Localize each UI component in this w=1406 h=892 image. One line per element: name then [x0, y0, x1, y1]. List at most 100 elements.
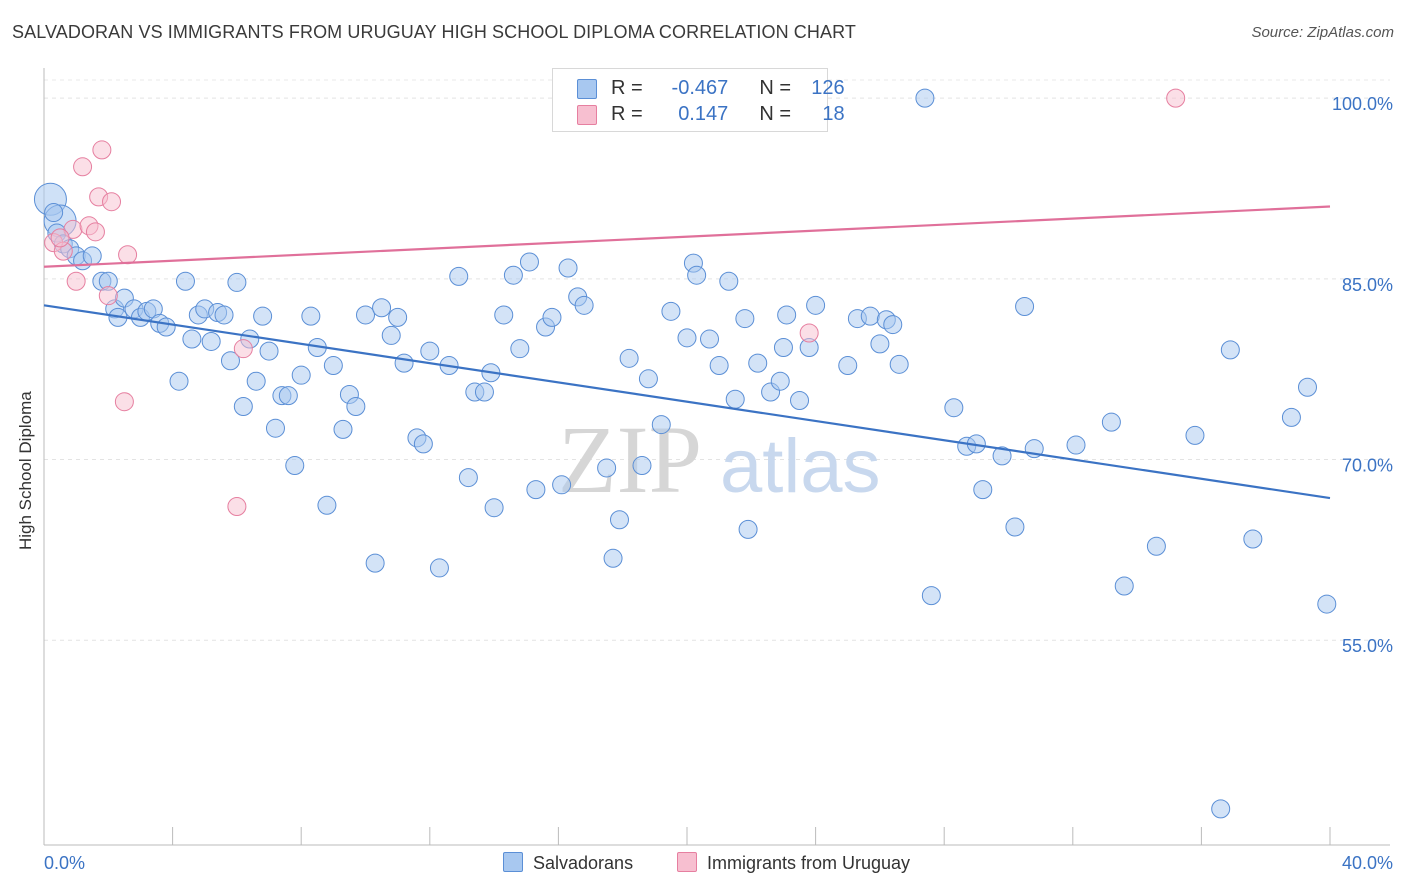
data-point: [558, 258, 578, 278]
data-point: [1211, 799, 1231, 819]
data-point: [182, 329, 202, 349]
uruguay-points: [44, 88, 1186, 516]
legend-n-value: 126: [811, 77, 845, 99]
data-point: [719, 271, 739, 291]
data-point: [85, 222, 105, 242]
watermark: ZIP atlas: [558, 406, 881, 513]
tick-labels: 55.0% 70.0% 85.0% 100.0% 0.0% 40.0%: [44, 94, 1393, 873]
source-label: Source: ZipAtlas.com: [1251, 24, 1394, 41]
data-point: [227, 272, 247, 292]
data-point: [944, 398, 964, 418]
data-point: [661, 301, 681, 321]
data-point: [790, 390, 810, 410]
legend-n-label: N =: [759, 77, 792, 99]
data-point: [915, 88, 935, 108]
data-point: [214, 305, 234, 325]
data-point: [381, 325, 401, 345]
data-point: [118, 245, 138, 265]
data-point: [92, 140, 112, 160]
data-point: [806, 295, 826, 315]
data-point: [838, 356, 858, 376]
data-point: [73, 157, 93, 177]
data-point: [973, 480, 993, 500]
data-point: [619, 348, 639, 368]
data-point: [484, 498, 504, 518]
data-point: [632, 456, 652, 476]
data-point: [114, 392, 134, 412]
data-point: [50, 228, 70, 248]
legend-r-label: R =: [611, 77, 643, 99]
data-point: [687, 265, 707, 285]
legend-r-value: -0.467: [671, 77, 729, 99]
data-point: [574, 295, 594, 315]
data-point: [82, 246, 102, 266]
data-point: [1220, 340, 1240, 360]
bottom-legend-swatch-blue: [503, 852, 523, 872]
data-point: [429, 558, 449, 578]
data-point: [597, 458, 617, 478]
bottom-legend-swatch-pink: [677, 852, 697, 872]
data-point: [301, 306, 321, 326]
data-point: [220, 351, 240, 371]
data-point: [346, 397, 366, 417]
data-point: [1066, 435, 1086, 455]
data-point: [735, 309, 755, 329]
data-point: [1005, 517, 1025, 537]
watermark-zip: ZIP: [558, 406, 702, 513]
data-point: [725, 389, 745, 409]
data-point: [609, 510, 629, 530]
data-point: [552, 475, 572, 495]
data-point: [356, 305, 375, 325]
data-point: [992, 446, 1012, 466]
data-point: [889, 354, 909, 374]
data-point: [259, 341, 279, 361]
data-point: [921, 586, 941, 606]
data-point: [1243, 529, 1263, 549]
chart-title: SALVADORAN VS IMMIGRANTS FROM URUGUAY HI…: [12, 22, 856, 42]
legend-swatch-pink: [577, 105, 597, 125]
data-point: [510, 339, 530, 359]
data-point: [175, 271, 195, 291]
data-point: [1015, 297, 1035, 317]
data-point: [44, 203, 64, 223]
axes: [43, 68, 1390, 846]
watermark-atlas: atlas: [720, 424, 881, 509]
data-point: [651, 415, 671, 435]
data-point: [388, 307, 408, 327]
data-point: [1281, 407, 1301, 427]
legend-n-value: 18: [822, 103, 845, 125]
y-tick-label: 85.0%: [1342, 275, 1393, 295]
data-point: [233, 339, 253, 359]
data-point: [246, 371, 266, 391]
data-point: [603, 548, 623, 568]
data-point: [738, 519, 758, 539]
data-point: [449, 266, 469, 286]
stats-legend: R = -0.467 N = 126 R = 0.147 N = 18: [552, 68, 845, 132]
legend-r-value: 0.147: [678, 103, 729, 125]
data-point: [770, 371, 790, 391]
bottom-legend-salvadorans: Salvadorans: [503, 852, 633, 874]
salvadorans-points: [33, 88, 1337, 819]
data-point: [474, 382, 494, 402]
data-point: [458, 468, 478, 488]
data-point: [98, 286, 118, 306]
data-point: [526, 480, 546, 500]
data-point: [102, 192, 122, 212]
data-point: [169, 371, 189, 391]
data-point: [317, 495, 337, 515]
data-point: [156, 317, 176, 337]
data-point: [394, 353, 414, 373]
data-point: [1146, 536, 1166, 556]
data-point: [542, 307, 562, 327]
bottom-legend-label: Salvadorans: [533, 853, 634, 873]
y-tick-label: 55.0%: [1342, 636, 1393, 656]
data-point: [1317, 594, 1337, 614]
data-point: [870, 334, 890, 354]
data-point: [291, 365, 311, 385]
y-tick-label: 100.0%: [1332, 94, 1393, 114]
data-point: [253, 306, 273, 326]
data-point: [420, 341, 440, 361]
y-tick-label: 70.0%: [1342, 456, 1393, 476]
y-axis-label: High School Diploma: [16, 391, 35, 550]
